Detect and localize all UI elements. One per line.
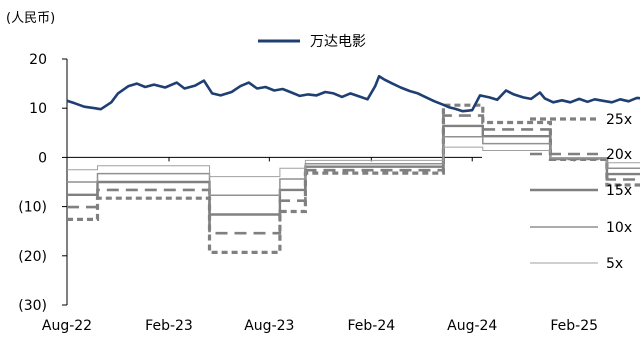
x-tick-label: Feb-25 [550,318,598,334]
y-tick-label: (20) [18,249,47,265]
x-tick-label: Feb-24 [348,318,396,334]
legend-label-10x: 10x [606,220,632,236]
y-tick-label: (10) [18,200,47,216]
price-line-layer [66,74,640,113]
axes: 20 10 0 (10) (20) (30) Aug-22 Feb-23 Aug-23 Feb-2… [18,52,598,334]
legend-label-25x: 25x [606,112,632,128]
legend-label-20x: 20x [606,147,632,163]
price-line [66,74,640,113]
y-tick-label: 20 [29,52,47,68]
y-tick-label: 0 [38,150,47,166]
band-line-25x [67,103,640,254]
x-tick-label: Feb-23 [145,318,193,334]
y-tick-label: (30) [18,298,47,314]
band-line-5x [67,146,640,178]
legend-label-price: 万达电影 [310,34,366,50]
x-tick-label: Aug-23 [244,318,294,334]
band-lines [67,103,640,254]
legend: 万达电影 25x 20x 15x 10x 5x [258,34,632,272]
legend-label-15x: 15x [606,183,632,199]
y-tick-label: 10 [29,101,47,117]
legend-label-5x: 5x [606,256,623,272]
unit-label: (人民币) [6,11,55,26]
x-tick-label: Aug-22 [42,318,92,334]
x-tick-label: Aug-24 [447,318,497,334]
